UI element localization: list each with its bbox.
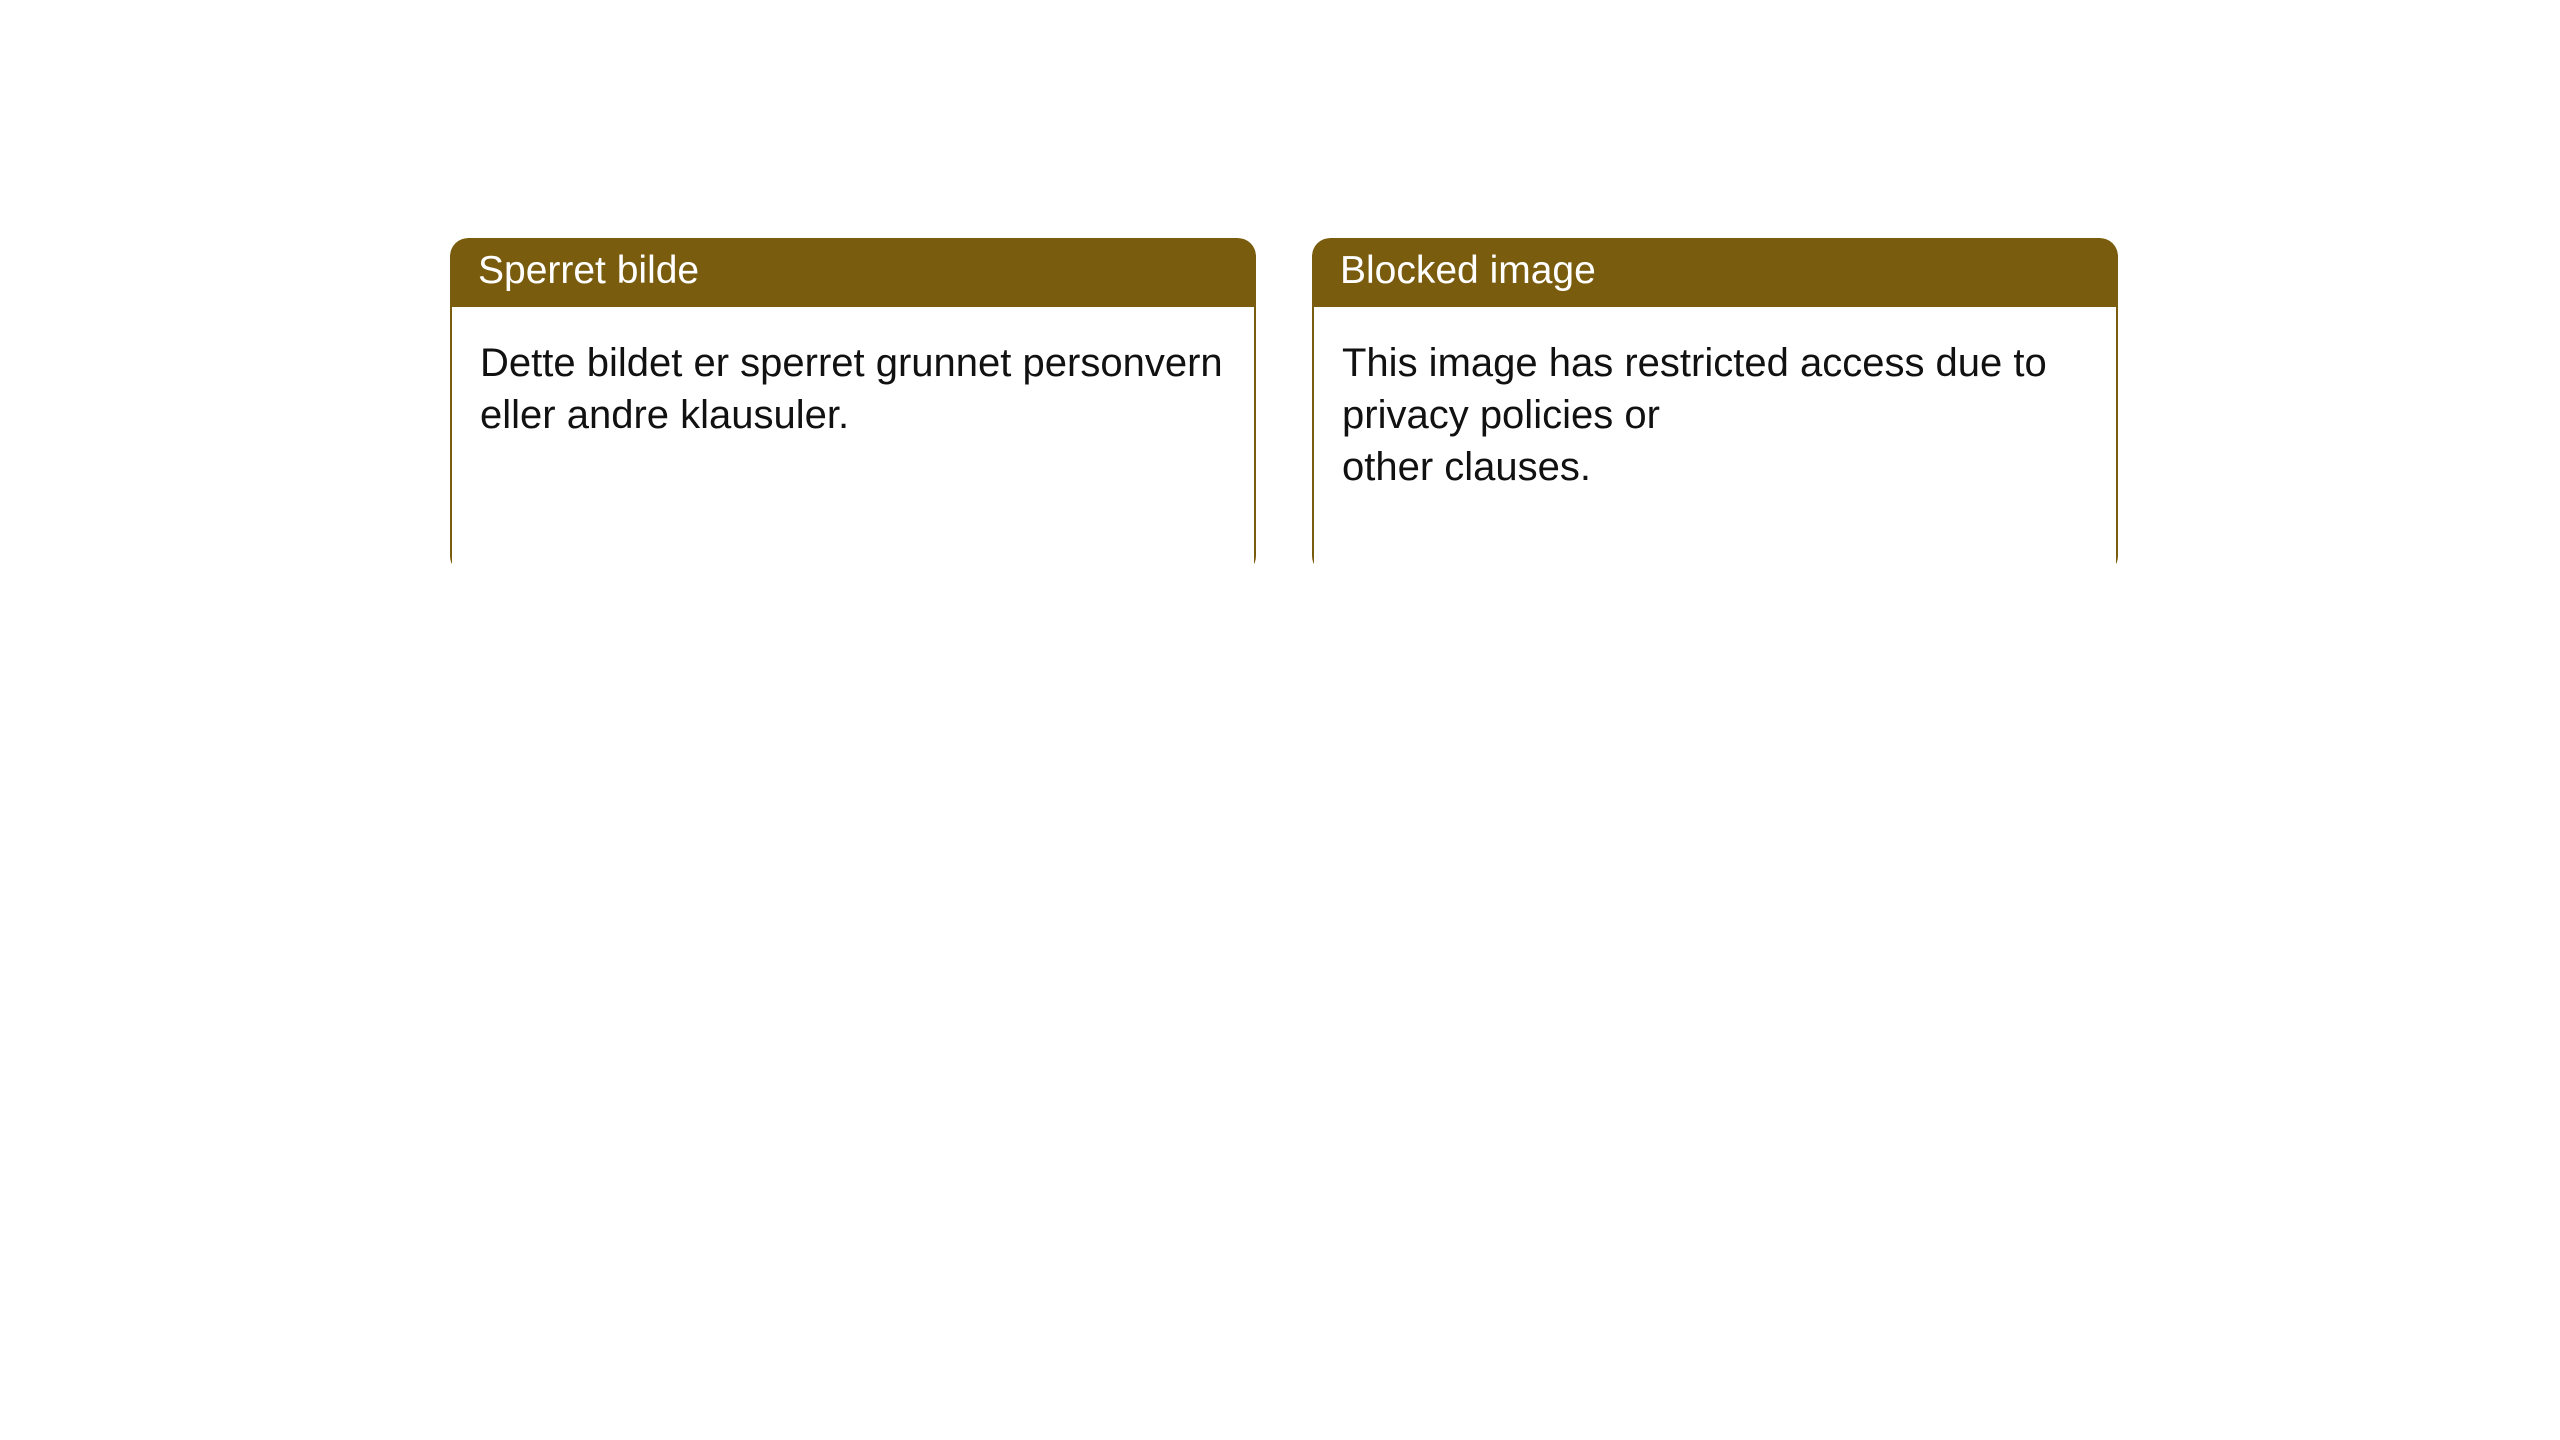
blocked-image-cards: Sperret bilde Dette bildet er sperret gr… xyxy=(450,238,2118,574)
card-title: Blocked image xyxy=(1340,248,2090,295)
blocked-image-card-no: Sperret bilde Dette bildet er sperret gr… xyxy=(450,238,1256,574)
card-body-text: This image has restricted access due to … xyxy=(1342,337,2088,493)
card-body: Dette bildet er sperret grunnet personve… xyxy=(450,307,1256,574)
card-header: Blocked image xyxy=(1312,238,2118,307)
card-header: Sperret bilde xyxy=(450,238,1256,307)
card-body-text: Dette bildet er sperret grunnet personve… xyxy=(480,337,1226,441)
card-body: This image has restricted access due to … xyxy=(1312,307,2118,574)
card-title: Sperret bilde xyxy=(478,248,1228,295)
blocked-image-card-en: Blocked image This image has restricted … xyxy=(1312,238,2118,574)
